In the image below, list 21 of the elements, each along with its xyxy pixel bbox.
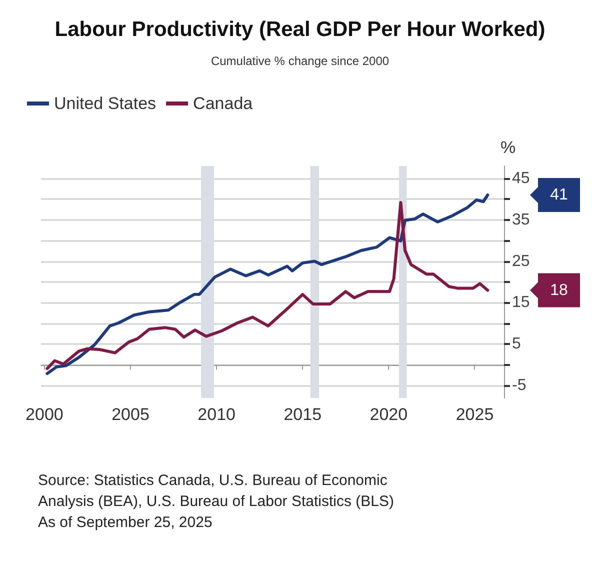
chart-subtitle: Cumulative % change since 2000 [210,54,390,68]
x-tick-label: 2025 [456,405,494,424]
x-tick-label: 2010 [198,405,236,424]
y-tick-label: 45 [512,170,530,187]
x-tick-label: 2005 [112,405,150,424]
text: 18 [550,282,568,299]
y-tick-label: 25 [512,252,530,270]
y-tick-label: 35 [512,211,530,228]
chart-title: Labour Productivity (Real GDP Per Hour Worked) [54,18,546,41]
source-note: Source: Statistics Canada, U.S. Bureau of Economic Analysis (BEA), U.S. Bureau of Labor Statistics (BLS) [38,472,394,510]
y-tick-label: -5 [512,377,526,394]
text: 41 [550,186,568,204]
x-tick-label: 2020 [370,405,408,424]
text: As of September 25, 2025 [38,514,212,531]
x-tick-label: 2015 [284,405,322,424]
x-tick-label: 2000 [26,405,64,424]
legend-label: United States [54,94,156,113]
y-tick-label: 15 [512,294,530,312]
y-tick-label: 5 [512,336,521,353]
legend-label: Canada [193,94,254,113]
y-axis-title: % [500,138,516,157]
